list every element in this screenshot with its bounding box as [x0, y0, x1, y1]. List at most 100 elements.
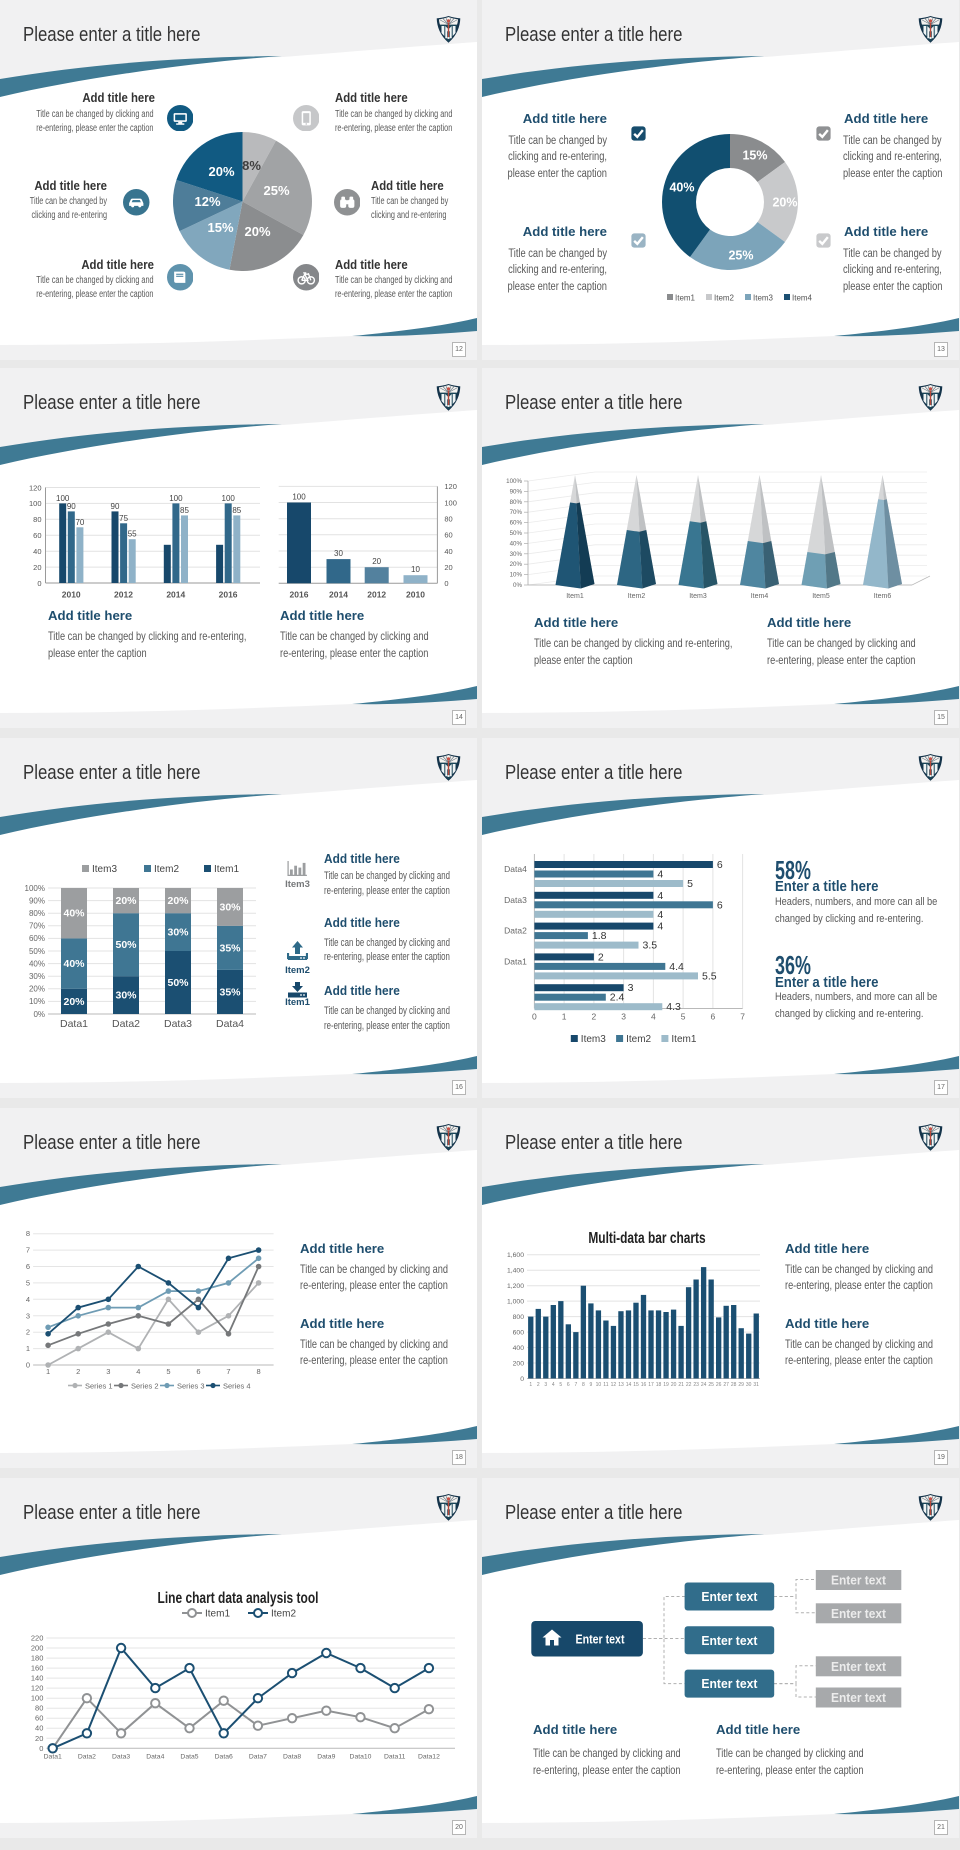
svg-text:Item4: Item4 [751, 593, 769, 600]
svg-text:20%: 20% [63, 996, 85, 1008]
svg-text:6: 6 [567, 1382, 570, 1388]
svg-text:0: 0 [520, 1376, 524, 1383]
svg-text:Item3: Item3 [581, 1034, 606, 1045]
svg-text:31: 31 [753, 1382, 759, 1388]
svg-text:50%: 50% [115, 939, 137, 951]
svg-text:200: 200 [31, 1644, 44, 1653]
svg-text:Data10: Data10 [350, 1753, 372, 1760]
svg-text:Data4: Data4 [216, 1018, 244, 1030]
svg-text:2010: 2010 [62, 590, 81, 600]
svg-text:5: 5 [559, 1382, 562, 1388]
svg-text:6: 6 [711, 1012, 716, 1022]
svg-text:60: 60 [444, 531, 452, 540]
svg-text:90: 90 [111, 502, 120, 511]
svg-text:Data3: Data3 [504, 895, 527, 905]
svg-text:70: 70 [75, 518, 84, 527]
svg-text:Data1: Data1 [60, 1018, 88, 1030]
svg-text:30: 30 [334, 549, 343, 558]
svg-text:50%: 50% [167, 977, 189, 989]
svg-text:2012: 2012 [114, 590, 133, 600]
svg-text:26: 26 [716, 1382, 722, 1388]
svg-text:70%: 70% [29, 922, 45, 931]
svg-text:Item2: Item2 [714, 294, 735, 303]
svg-text:8: 8 [257, 1367, 261, 1376]
svg-text:Data1: Data1 [44, 1753, 62, 1760]
svg-text:20%: 20% [29, 985, 45, 994]
svg-text:22: 22 [686, 1382, 692, 1388]
svg-text:4: 4 [657, 909, 663, 921]
svg-text:Enter text: Enter text [701, 1590, 758, 1604]
svg-text:Data5: Data5 [180, 1753, 198, 1760]
svg-text:Item1: Item1 [566, 593, 584, 600]
svg-text:Series 2: Series 2 [131, 1382, 159, 1391]
svg-text:Data4: Data4 [146, 1753, 164, 1760]
svg-text:20: 20 [35, 1734, 43, 1743]
svg-text:80: 80 [444, 515, 452, 524]
svg-text:0: 0 [37, 579, 41, 588]
svg-text:35%: 35% [219, 986, 241, 998]
svg-text:20: 20 [372, 557, 381, 566]
svg-text:0: 0 [532, 1012, 537, 1022]
svg-text:7: 7 [575, 1382, 578, 1388]
svg-text:2016: 2016 [290, 590, 309, 600]
svg-text:5.5: 5.5 [702, 970, 717, 982]
svg-text:75: 75 [119, 514, 128, 523]
svg-text:Item3: Item3 [689, 593, 707, 600]
svg-text:60%: 60% [29, 934, 45, 943]
svg-text:Item2: Item2 [271, 1609, 296, 1620]
svg-text:2014: 2014 [329, 590, 348, 600]
svg-text:20: 20 [444, 563, 452, 572]
svg-text:40: 40 [33, 547, 41, 556]
svg-text:8: 8 [582, 1382, 585, 1388]
svg-text:5: 5 [166, 1367, 170, 1376]
svg-text:16: 16 [641, 1382, 647, 1388]
svg-text:21: 21 [678, 1382, 684, 1388]
svg-text:6: 6 [717, 899, 723, 911]
svg-text:25: 25 [708, 1382, 714, 1388]
svg-text:2.4: 2.4 [610, 992, 625, 1004]
svg-text:20: 20 [671, 1382, 677, 1388]
svg-text:40%: 40% [669, 181, 694, 195]
svg-text:5: 5 [687, 878, 693, 890]
svg-text:2: 2 [592, 1012, 597, 1022]
svg-text:6: 6 [196, 1367, 200, 1376]
svg-text:Enter text: Enter text [701, 1677, 758, 1691]
svg-text:20%: 20% [115, 895, 137, 907]
svg-text:10%: 10% [510, 572, 523, 579]
svg-text:30%: 30% [167, 927, 189, 939]
svg-text:1,600: 1,600 [507, 1252, 524, 1259]
svg-text:8: 8 [26, 1229, 30, 1238]
svg-text:35%: 35% [219, 942, 241, 954]
svg-text:Data9: Data9 [317, 1753, 335, 1760]
svg-text:Data11: Data11 [384, 1753, 406, 1760]
svg-text:2012: 2012 [367, 590, 386, 600]
svg-text:90: 90 [67, 502, 76, 511]
svg-text:100: 100 [56, 494, 70, 503]
svg-text:2016: 2016 [219, 590, 238, 600]
svg-text:100%: 100% [506, 478, 522, 485]
svg-text:3: 3 [26, 1311, 30, 1320]
svg-text:Data12: Data12 [418, 1753, 440, 1760]
svg-text:50%: 50% [29, 947, 45, 956]
svg-text:Enter text: Enter text [831, 1691, 887, 1705]
svg-text:Item2: Item2 [154, 864, 179, 875]
svg-text:4: 4 [136, 1367, 140, 1376]
svg-text:15%: 15% [207, 220, 233, 235]
svg-text:8%: 8% [242, 158, 261, 173]
svg-text:100: 100 [444, 498, 457, 507]
svg-text:1: 1 [46, 1367, 50, 1376]
svg-text:120: 120 [29, 483, 42, 492]
svg-text:23: 23 [693, 1382, 699, 1388]
svg-text:Item3: Item3 [753, 294, 774, 303]
svg-text:10: 10 [411, 565, 420, 574]
svg-text:28: 28 [731, 1382, 737, 1388]
svg-text:0%: 0% [513, 582, 522, 589]
svg-text:9: 9 [590, 1382, 593, 1388]
svg-text:Series 1: Series 1 [85, 1382, 113, 1391]
svg-text:4: 4 [651, 1012, 656, 1022]
svg-text:12%: 12% [194, 194, 220, 209]
svg-text:400: 400 [513, 1345, 525, 1352]
svg-text:40%: 40% [29, 959, 45, 968]
svg-text:4: 4 [552, 1382, 555, 1388]
svg-text:25%: 25% [263, 183, 289, 198]
